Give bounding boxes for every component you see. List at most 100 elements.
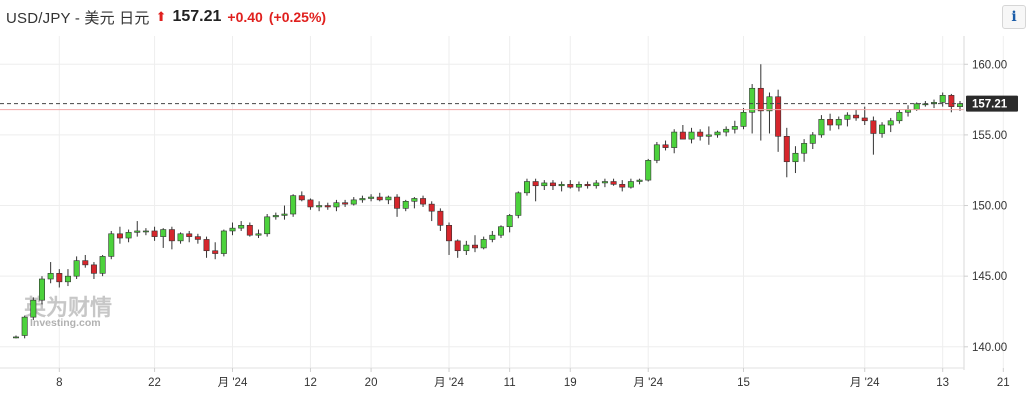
candle [541,180,548,190]
candle [134,221,141,237]
candle-body-up [264,216,271,235]
candle-body-up [671,131,678,148]
y-tick-label: 140.00 [972,342,1007,354]
candle-body-up [688,131,695,140]
x-tick-label: 15 [737,377,750,389]
candle [783,127,790,178]
candle-body-up [541,182,548,187]
candle [688,127,695,144]
info-button[interactable]: i [1002,5,1026,29]
x-tick-label: 13 [936,377,949,389]
up-arrow-icon: ⬆ [155,9,167,24]
candle [757,64,764,141]
candle [333,199,340,212]
price-change-percent: (+0.25%) [268,9,327,25]
candle [619,180,626,192]
candle-body-up [636,179,643,182]
candle [255,229,262,239]
candle [679,125,686,140]
candle-body-up [498,226,504,236]
candle [593,180,600,189]
candle [454,239,461,258]
candle-body-up [913,103,920,110]
candle-body-down [376,196,383,201]
candle-body-up [645,160,652,181]
candle [827,113,834,131]
candle-body-down [853,114,860,119]
y-tick-label: 155.00 [972,130,1007,142]
candle [38,276,45,305]
candle [801,139,808,162]
candle [324,202,331,210]
candle-body-down [428,203,435,212]
candle [411,197,418,209]
candle-body-up [731,126,738,130]
candle-body-down [394,196,401,209]
candle-body-up [134,230,141,233]
candle-body-up [359,198,366,201]
y-tick-label: 150.00 [972,201,1007,213]
candle-body-up [281,213,288,216]
candle [394,194,401,217]
candle [160,228,167,248]
candle-body-up [506,215,513,228]
candle [316,201,323,212]
candle-body-up [38,278,45,301]
candle-body-down [532,181,539,187]
current-price-tag [966,95,1018,112]
candle [463,240,470,255]
candle [402,199,409,212]
candle-body-down [342,202,349,205]
candle [558,181,565,192]
candle-body-down [116,233,123,239]
candle-body-down [783,136,790,163]
candle [186,230,193,243]
candle [896,109,903,124]
candle [740,108,747,130]
candle [272,212,279,220]
candle-body-up [316,205,323,208]
candle-body-down [246,225,253,236]
candle [905,105,912,117]
candle [376,192,383,202]
candle [645,158,652,182]
candle [818,115,825,138]
candle [264,214,271,237]
candle-body-up [30,299,37,318]
candle-body-down [324,205,331,208]
candle [203,236,210,258]
candle-body-down [870,120,877,134]
candle [307,198,314,210]
chart-header: USD/JPY - 美元 日元 ⬆ 157.21 +0.40 (+0.25%) [6,6,326,28]
candle [420,195,427,207]
candle-body-up [749,87,756,113]
candle-body-down [757,87,764,112]
candle-body-up [835,119,842,126]
candle-body-down [186,233,193,237]
grid-lines [0,36,1004,368]
candle-body-up [385,196,392,201]
candle-body-up [125,232,132,239]
candle [108,230,115,260]
candle [472,235,478,253]
candle [47,262,54,284]
investing-watermark: 英为财情 Investing.com [24,295,112,329]
candle-body-up [290,195,297,215]
candle-body-up [809,134,816,144]
y-tick-label: 145.00 [972,271,1007,283]
candle [844,112,851,127]
candle-body-up [723,128,730,133]
x-tick-label: 月 '24 [218,377,248,389]
candle-body-up [575,184,582,188]
candle-body-up [593,182,600,187]
x-tick-label: 月 '24 [434,377,464,389]
candle [246,222,253,237]
candle [30,297,37,320]
candle [870,116,877,155]
candle [835,116,842,130]
candles [13,64,963,339]
candle-body-up [896,111,903,122]
candle-body-down [151,230,158,237]
candle-body-down [948,95,955,107]
